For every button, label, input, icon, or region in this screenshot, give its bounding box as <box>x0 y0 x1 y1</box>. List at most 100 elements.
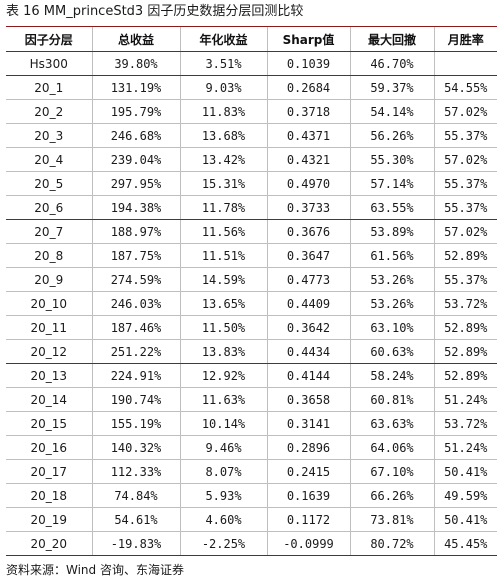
table-cell: 187.46% <box>91 315 180 340</box>
table-cell: 140.32% <box>91 435 180 460</box>
row-label-cell: 20_6 <box>6 195 92 220</box>
table-cell: 60.63% <box>349 339 434 364</box>
table-cell: 246.68% <box>91 123 180 148</box>
row-label-cell: 20_7 <box>6 219 92 244</box>
table-row: 20_5 297.95% 15.31% 0.4970 57.14% 55.37% <box>6 171 497 196</box>
table-row: 20_7 188.97% 11.56% 0.3676 53.89% 57.02% <box>6 219 497 244</box>
table-cell: 74.84% <box>91 483 180 508</box>
table-cell: 11.83% <box>179 99 267 124</box>
row-label-cell: 20_16 <box>6 435 92 460</box>
table-cell: 11.63% <box>179 387 267 412</box>
table-cell: 0.4773 <box>266 267 350 292</box>
table-cell: 0.1172 <box>266 507 350 532</box>
table-cell: 49.59% <box>433 483 497 508</box>
table-cell: 0.3658 <box>266 387 350 412</box>
header-cell-sharpe: Sharp值 <box>266 26 350 52</box>
table-cell: 131.19% <box>91 75 180 100</box>
row-label-cell: 20_12 <box>6 339 92 364</box>
table-row: 20_17 112.33% 8.07% 0.2415 67.10% 50.41% <box>6 459 497 484</box>
table-cell: 14.59% <box>179 267 267 292</box>
row-label-cell: Hs300 <box>6 51 92 76</box>
row-label-cell: 20_17 <box>6 459 92 484</box>
row-label-cell: 20_19 <box>6 507 92 532</box>
table-cell: 13.83% <box>179 339 267 364</box>
table-cell: 274.59% <box>91 267 180 292</box>
table-cell: -0.0999 <box>266 531 350 556</box>
table-row: 20_3 246.68% 13.68% 0.4371 56.26% 55.37% <box>6 123 497 148</box>
table-cell: 3.51% <box>179 51 267 76</box>
table-cell: 297.95% <box>91 171 180 196</box>
row-label-cell: 20_18 <box>6 483 92 508</box>
table-row: 20_12 251.22% 13.83% 0.4434 60.63% 52.89% <box>6 339 497 364</box>
header-cell-annual-return: 年化收益 <box>179 26 267 52</box>
table-row: 20_1 131.19% 9.03% 0.2684 59.37% 54.55% <box>6 75 497 100</box>
table-cell: 188.97% <box>91 219 180 244</box>
table-cell: 224.91% <box>91 363 180 388</box>
table-row: 20_11 187.46% 11.50% 0.3642 63.10% 52.89% <box>6 315 497 340</box>
table-cell: 52.89% <box>433 243 497 268</box>
table-cell: 13.42% <box>179 147 267 172</box>
table-cell: 0.1039 <box>266 51 350 76</box>
table-cell: 52.89% <box>433 339 497 364</box>
table-header: 因子分层 总收益 年化收益 Sharp值 最大回撤 月胜率 <box>6 26 497 52</box>
table-cell: 64.06% <box>349 435 434 460</box>
table-cell: 52.89% <box>433 363 497 388</box>
table-cell: 59.37% <box>349 75 434 100</box>
table-row: 20_15 155.19% 10.14% 0.3141 63.63% 53.72% <box>6 411 497 436</box>
table-cell: 0.2415 <box>266 459 350 484</box>
table-cell: 63.63% <box>349 411 434 436</box>
table-cell: 0.3141 <box>266 411 350 436</box>
table-cell <box>433 51 497 76</box>
row-label-cell: 20_2 <box>6 99 92 124</box>
table-cell: 0.3676 <box>266 219 350 244</box>
table-cell: -19.83% <box>91 531 180 556</box>
table-row: 20_13 224.91% 12.92% 0.4144 58.24% 52.89% <box>6 363 497 388</box>
table-row: 20_6 194.38% 11.78% 0.3733 63.55% 55.37% <box>6 195 497 220</box>
row-label-cell: 20_4 <box>6 147 92 172</box>
table-cell: 55.37% <box>433 171 497 196</box>
row-label-cell: 20_15 <box>6 411 92 436</box>
table-cell: 53.72% <box>433 411 497 436</box>
table-row: 20_16 140.32% 9.46% 0.2896 64.06% 51.24% <box>6 435 497 460</box>
table-cell: 66.26% <box>349 483 434 508</box>
row-label-cell: 20_11 <box>6 315 92 340</box>
table-cell: 53.26% <box>349 267 434 292</box>
table-cell: 246.03% <box>91 291 180 316</box>
table-cell: 55.37% <box>433 195 497 220</box>
row-label-cell: 20_8 <box>6 243 92 268</box>
table-cell: 0.2896 <box>266 435 350 460</box>
table-cell: 53.89% <box>349 219 434 244</box>
table-cell: 12.92% <box>179 363 267 388</box>
table-cell: -2.25% <box>179 531 267 556</box>
table-cell: 50.41% <box>433 459 497 484</box>
table-cell: 54.14% <box>349 99 434 124</box>
table-cell: 57.14% <box>349 171 434 196</box>
table-cell: 155.19% <box>91 411 180 436</box>
table-cell: 13.68% <box>179 123 267 148</box>
source-note: 资料来源：Wind 咨询、东海证券 <box>6 563 184 577</box>
table-cell: 60.81% <box>349 387 434 412</box>
header-row: 因子分层 总收益 年化收益 Sharp值 最大回撤 月胜率 <box>6 26 497 52</box>
header-cell-monthly-win-rate: 月胜率 <box>433 26 497 52</box>
table-cell: 251.22% <box>91 339 180 364</box>
table-cell: 4.60% <box>179 507 267 532</box>
table-cell: 57.02% <box>433 99 497 124</box>
table-cell: 73.81% <box>349 507 434 532</box>
table-cell: 13.65% <box>179 291 267 316</box>
row-label-cell: 20_5 <box>6 171 92 196</box>
table-cell: 0.3647 <box>266 243 350 268</box>
table-row: 20_10 246.03% 13.65% 0.4409 53.26% 53.72% <box>6 291 497 316</box>
table-cell: 8.07% <box>179 459 267 484</box>
table-cell: 54.55% <box>433 75 497 100</box>
row-label-cell: 20_10 <box>6 291 92 316</box>
table-cell: 0.4409 <box>266 291 350 316</box>
table-cell: 0.4321 <box>266 147 350 172</box>
table-cell: 0.3642 <box>266 315 350 340</box>
table-cell: 5.93% <box>179 483 267 508</box>
table-cell: 0.4144 <box>266 363 350 388</box>
row-label-cell: 20_9 <box>6 267 92 292</box>
table-cell: 63.55% <box>349 195 434 220</box>
table-cell: 39.80% <box>91 51 180 76</box>
header-cell-total-return: 总收益 <box>91 26 180 52</box>
table-cell: 45.45% <box>433 531 497 556</box>
